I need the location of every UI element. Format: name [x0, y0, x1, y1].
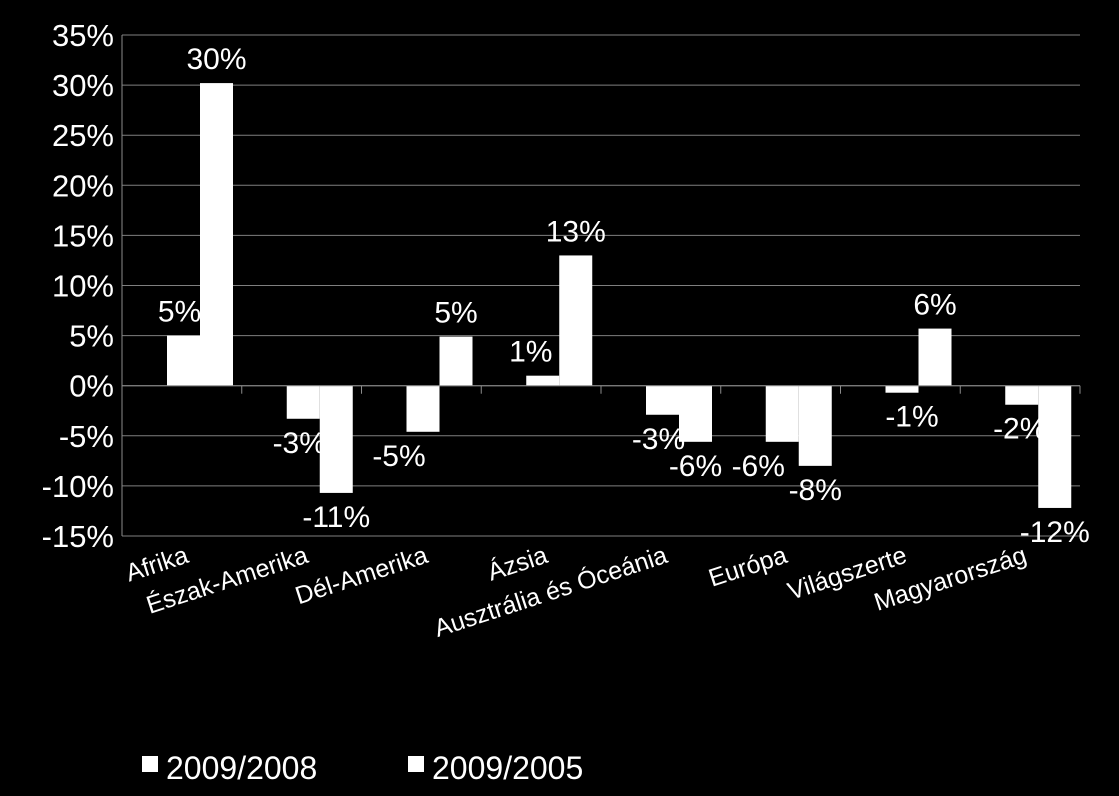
data-label: -6%	[669, 450, 722, 483]
data-labels: 5%-3% -5%1%-3%-6%-1% -2%30%-11%5%13%-6%-8%…	[158, 43, 1090, 549]
data-label: -12%	[1020, 516, 1090, 549]
data-label: -3%	[273, 427, 326, 460]
y-tick-label: 5%	[69, 319, 114, 354]
bar-2009-2008-2	[406, 385, 440, 432]
bar-2009-2008-5	[765, 385, 799, 442]
data-label: -5%	[372, 440, 425, 473]
y-tick-label: 10%	[52, 269, 114, 304]
data-label: 13%	[546, 215, 606, 248]
category-label: Dél-Amerika	[292, 541, 432, 610]
legend: 2009/2008 2009/2005	[142, 750, 583, 786]
data-label: -2%	[993, 413, 1046, 446]
bar-2009-2005-6	[918, 328, 952, 386]
legend-label: 2009/2005	[432, 750, 583, 786]
legend-label: 2009/2008	[166, 750, 317, 786]
y-tick-label: 30%	[52, 68, 114, 103]
y-tick-label: 15%	[52, 218, 114, 253]
data-label: -6%	[732, 450, 785, 483]
bar-2009-2005-4	[679, 385, 712, 442]
bar-2009-2005-2	[439, 336, 473, 386]
bar-2009-2005-3	[559, 255, 593, 386]
data-label: -1%	[885, 401, 938, 434]
data-label: -8%	[789, 474, 842, 507]
bar-2009-2008-4	[646, 385, 679, 415]
bar-2009-2008-7	[1005, 385, 1039, 405]
bar-2009-2008-1	[286, 385, 320, 419]
bar-2009-2005-7	[1038, 385, 1072, 508]
gridlines	[122, 34, 1080, 537]
bar-2009-2005-5	[798, 385, 832, 466]
bar-2009-2008-0	[167, 335, 200, 386]
category-label: Európa	[705, 541, 790, 593]
data-label: 30%	[186, 43, 246, 76]
y-tick-label: -10%	[42, 469, 114, 504]
bars	[167, 83, 1072, 508]
data-label: -3%	[632, 423, 685, 456]
data-label: 5%	[434, 297, 477, 330]
axes	[121, 35, 1081, 536]
bar-2009-2005-0	[200, 83, 233, 386]
y-tick-label: 25%	[52, 118, 114, 153]
data-label: -11%	[302, 501, 370, 534]
data-label: 5%	[158, 296, 201, 329]
bar-2009-2005-1	[319, 385, 353, 493]
y-tick-label: 35%	[52, 18, 114, 53]
bar-2009-2008-3	[526, 375, 560, 386]
category-label: Ausztrália és Óceánia	[430, 540, 670, 643]
data-label: 6%	[913, 289, 956, 322]
data-label: 1%	[509, 336, 552, 369]
legend-swatch	[142, 756, 158, 772]
y-axis-tick-labels: 35% 30% 25% 20% 15% 10% 5% 0% -5% -10% -15%	[42, 18, 114, 554]
legend-swatch	[408, 756, 424, 772]
bar-2009-2008-6	[885, 385, 919, 393]
y-tick-label: -15%	[42, 519, 114, 554]
y-tick-label: 0%	[69, 369, 114, 404]
y-tick-label: 20%	[52, 168, 114, 203]
y-tick-label: -5%	[59, 419, 114, 454]
